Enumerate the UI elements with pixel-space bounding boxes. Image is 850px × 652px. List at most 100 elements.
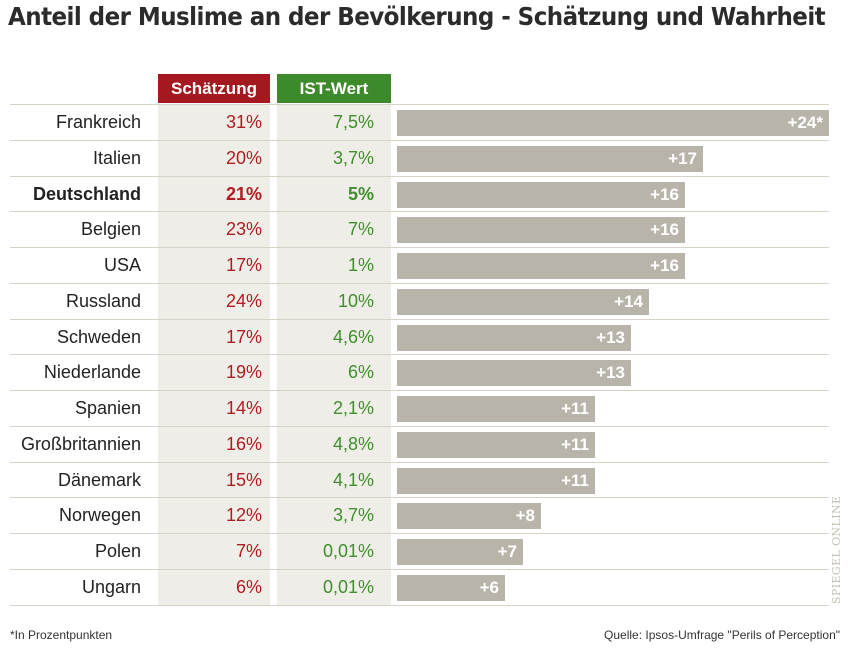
table-row: Deutschland 21% 5% +16 (0, 177, 850, 213)
bar-value-label: +11 (561, 470, 589, 490)
bar-value-label: +14 (614, 291, 643, 311)
country-label: Belgien (80, 219, 141, 240)
country-label: Dänemark (57, 469, 141, 490)
country-label: Schweden (56, 326, 141, 347)
estimate-value: 31% (225, 112, 262, 132)
table-row: Ungarn 6% 0,01% +6 (0, 570, 850, 606)
estimate-value: 16% (225, 433, 262, 454)
bar-value-label: +11 (561, 399, 589, 418)
difference-bar: +11 (397, 467, 595, 494)
row-divider (10, 497, 829, 499)
table-row: Dänemark 15% 4,1% +11 (0, 463, 850, 499)
table-row: Polen 7% 0,01% +7 (0, 534, 850, 570)
difference-bar: +17 (397, 145, 703, 172)
actual-value: 3,7% (332, 147, 374, 168)
difference-bar: +7 (397, 539, 523, 565)
bar-value-label: +6 (479, 577, 499, 597)
actual-value: 10% (337, 290, 374, 311)
actual-value: 2,1% (332, 398, 374, 418)
estimate-value: 6% (235, 576, 262, 597)
bar-value-label: +11 (561, 434, 589, 454)
row-divider (10, 604, 829, 606)
bar-value-label: +13 (596, 363, 625, 383)
estimate-value: 15% (225, 469, 262, 490)
bar-value-label: +16 (650, 184, 679, 204)
actual-value: 4,8% (332, 433, 374, 454)
bar-value-label: +16 (650, 256, 679, 275)
difference-bar: +14 (397, 288, 649, 315)
watermark-text: SPIEGEL ONLINE (830, 495, 843, 604)
estimate-value: 14% (225, 398, 262, 418)
actual-value: 7% (347, 219, 374, 240)
country-label: Großbritannien (20, 433, 141, 454)
difference-bar: +8 (397, 503, 541, 530)
actual-value: 3,7% (332, 505, 374, 526)
table-row: Russland 24% 10% +14 (0, 284, 850, 320)
actual-value: 4,6% (332, 326, 374, 347)
country-label: Deutschland (32, 183, 141, 204)
table-row: Spanien 14% 2,1% +11 (0, 391, 850, 427)
country-label: Niederlande (43, 362, 141, 383)
country-label: USA (103, 255, 141, 275)
estimate-value: 7% (235, 541, 262, 561)
row-divider (10, 568, 829, 570)
actual-value: 1% (347, 255, 374, 275)
row-divider (10, 211, 829, 213)
estimate-value: 19% (225, 362, 262, 383)
actual-value: 4,1% (332, 469, 374, 490)
row-divider (10, 247, 829, 248)
country-label: Spanien (74, 398, 141, 418)
estimate-value: 21% (225, 183, 262, 204)
country-label: Polen (94, 541, 141, 561)
difference-bar: +11 (397, 396, 595, 422)
table-row: Italien 20% 3,7% +17 (0, 141, 850, 177)
row-divider (10, 425, 829, 427)
table-row: Schweden 17% 4,6% +13 (0, 320, 850, 356)
actual-column-header: IST-Wert (277, 74, 391, 103)
estimate-value: 20% (225, 147, 262, 168)
estimate-column-header: Schätzung (158, 74, 270, 103)
table-row: Belgien 23% 7% +16 (0, 212, 850, 248)
difference-bar: +11 (397, 431, 595, 458)
bar-value-label: +24* (787, 113, 823, 132)
difference-bar: +16 (397, 181, 685, 208)
row-divider (10, 104, 829, 105)
difference-bar: +16 (397, 253, 685, 279)
table-row: USA 17% 1% +16 (0, 248, 850, 284)
table-row: Niederlande 19% 6% +13 (0, 355, 850, 391)
row-divider (10, 533, 829, 534)
difference-bar: +6 (397, 574, 505, 601)
row-divider (10, 175, 829, 177)
estimate-value: 12% (225, 505, 262, 526)
estimate-value: 24% (225, 290, 262, 311)
country-label: Ungarn (81, 576, 141, 597)
table-row: Frankreich 31% 7,5% +24* (0, 105, 850, 141)
difference-bar: +13 (397, 324, 631, 351)
source-note: Quelle: Ipsos-Umfrage "Perils of Percept… (604, 628, 840, 642)
estimate-value: 17% (225, 255, 262, 275)
bar-value-label: +8 (515, 506, 535, 526)
actual-value: 7,5% (332, 112, 374, 132)
difference-bar: +13 (397, 360, 631, 387)
country-label: Frankreich (55, 112, 141, 132)
actual-value: 6% (347, 362, 374, 383)
row-divider (10, 354, 829, 356)
row-divider (10, 139, 829, 141)
estimate-value: 23% (225, 219, 262, 240)
table-row: Norwegen 12% 3,7% +8 (0, 498, 850, 534)
row-divider (10, 390, 829, 391)
row-divider (10, 318, 829, 320)
actual-value: 0,01% (322, 541, 374, 561)
difference-bar: +16 (397, 217, 685, 244)
row-divider (10, 282, 829, 284)
table-row: Großbritannien 16% 4,8% +11 (0, 427, 850, 463)
country-label: Russland (65, 290, 141, 311)
bar-value-label: +17 (668, 148, 697, 168)
bar-value-label: +16 (650, 220, 679, 240)
estimate-value: 17% (225, 326, 262, 347)
difference-bar: +24* (397, 110, 829, 136)
bar-value-label: +7 (497, 542, 517, 561)
actual-value: 0,01% (322, 576, 374, 597)
country-label: Italien (92, 147, 141, 168)
row-divider (10, 461, 829, 463)
